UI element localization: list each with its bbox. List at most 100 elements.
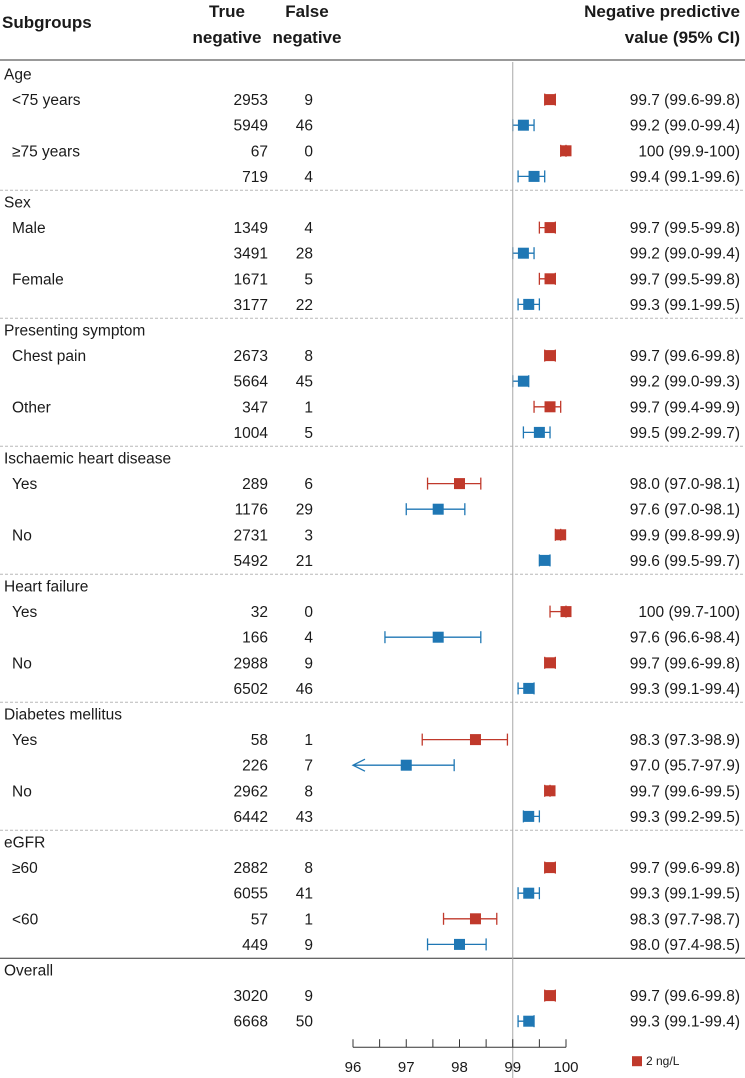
x-tick-label: 96 xyxy=(345,1059,362,1076)
cell-false-negative: 4 xyxy=(304,630,313,647)
cell-npv: 99.7 (99.6-99.8) xyxy=(630,348,740,365)
cell-true-negative: 166 xyxy=(242,630,268,647)
cell-true-negative: 6668 xyxy=(234,1014,268,1031)
header-true-negative-line2: negative xyxy=(193,28,262,47)
cell-true-negative: 1349 xyxy=(234,220,268,237)
cell-npv: 100 (99.9-100) xyxy=(638,143,740,160)
group-title: eGFR xyxy=(4,835,45,852)
cell-true-negative: 5949 xyxy=(234,118,268,135)
cell-npv: 99.3 (99.1-99.4) xyxy=(630,1014,740,1031)
cell-false-negative: 4 xyxy=(304,169,313,186)
cell-true-negative: 2882 xyxy=(234,860,268,877)
header-false-negative-line1: False xyxy=(285,2,328,21)
cell-true-negative: 58 xyxy=(251,732,268,749)
cell-false-negative: 22 xyxy=(296,297,313,314)
cell-false-negative: 8 xyxy=(304,783,313,800)
cell-true-negative: 2953 xyxy=(234,92,268,109)
cell-true-negative: 3491 xyxy=(234,246,268,263)
header-npv-line1: Negative predictive xyxy=(584,2,740,21)
cell-npv: 99.6 (99.5-99.7) xyxy=(630,553,740,570)
cell-false-negative: 1 xyxy=(304,732,313,749)
cell-true-negative: 2731 xyxy=(234,527,268,544)
point-estimate xyxy=(517,119,529,131)
row-label: Yes xyxy=(12,476,38,493)
point-estimate xyxy=(544,990,556,1002)
cell-npv: 100 (99.7-100) xyxy=(638,604,740,621)
row-label: <60 xyxy=(12,911,39,928)
cell-npv: 97.0 (95.7-97.9) xyxy=(630,758,740,775)
cell-false-negative: 41 xyxy=(296,886,313,903)
cell-false-negative: 3 xyxy=(304,527,313,544)
point-estimate xyxy=(469,913,481,925)
header-false-negative-line2: negative xyxy=(273,28,342,47)
cell-true-negative: 347 xyxy=(242,399,268,416)
point-estimate xyxy=(544,657,556,669)
point-estimate xyxy=(544,785,556,797)
cell-true-negative: 2673 xyxy=(234,348,268,365)
cell-false-negative: 9 xyxy=(304,988,313,1005)
cell-true-negative: 1671 xyxy=(234,271,268,288)
cell-npv: 99.7 (99.4-99.9) xyxy=(630,399,740,416)
cell-false-negative: 46 xyxy=(296,118,313,135)
cell-false-negative: 1 xyxy=(304,399,313,416)
cell-false-negative: 0 xyxy=(304,143,313,160)
cell-npv: 99.2 (99.0-99.3) xyxy=(630,374,740,391)
x-tick-label: 100 xyxy=(553,1059,578,1076)
row-label: No xyxy=(12,783,32,800)
cell-true-negative: 32 xyxy=(251,604,268,621)
group-title: Heart failure xyxy=(4,579,88,596)
cell-false-negative: 28 xyxy=(296,246,313,263)
cell-true-negative: 57 xyxy=(251,911,268,928)
cell-npv: 99.3 (99.2-99.5) xyxy=(630,809,740,826)
row-label: ≥75 years xyxy=(12,143,80,160)
cell-npv: 99.7 (99.6-99.8) xyxy=(630,860,740,877)
cell-true-negative: 6055 xyxy=(234,886,268,903)
cell-false-negative: 21 xyxy=(296,553,313,570)
cell-npv: 98.0 (97.0-98.1) xyxy=(630,476,740,493)
cell-npv: 98.3 (97.3-98.9) xyxy=(630,732,740,749)
row-label: Yes xyxy=(12,732,38,749)
cell-true-negative: 2988 xyxy=(234,655,268,672)
point-estimate xyxy=(432,631,444,643)
cell-npv: 99.7 (99.6-99.8) xyxy=(630,988,740,1005)
cell-false-negative: 9 xyxy=(304,92,313,109)
cell-true-negative: 289 xyxy=(242,476,268,493)
cell-true-negative: 3020 xyxy=(234,988,269,1005)
cell-npv: 98.0 (97.4-98.5) xyxy=(630,937,740,954)
point-estimate xyxy=(469,734,481,746)
cell-true-negative: 1004 xyxy=(234,425,269,442)
cell-false-negative: 45 xyxy=(296,374,313,391)
cell-npv: 99.7 (99.6-99.5) xyxy=(630,783,740,800)
cell-true-negative: 6442 xyxy=(234,809,268,826)
cell-false-negative: 0 xyxy=(304,604,313,621)
point-estimate xyxy=(533,426,545,438)
cell-npv: 99.9 (99.8-99.9) xyxy=(630,527,740,544)
group-title: Sex xyxy=(4,195,31,212)
point-estimate xyxy=(544,350,556,362)
row-label: ≥60 xyxy=(12,860,38,877)
point-estimate xyxy=(432,503,444,515)
ci-arrow-left xyxy=(351,758,366,772)
row-label: <75 years xyxy=(12,92,81,109)
point-estimate xyxy=(523,887,535,899)
cell-npv: 99.2 (99.0-99.4) xyxy=(630,118,740,135)
cell-npv: 99.7 (99.5-99.8) xyxy=(630,271,740,288)
row-label: Female xyxy=(12,271,64,288)
cell-npv: 99.3 (99.1-99.5) xyxy=(630,886,740,903)
row-label: No xyxy=(12,527,32,544)
cell-true-negative: 449 xyxy=(242,937,268,954)
point-estimate xyxy=(454,938,465,950)
row-label: Other xyxy=(12,399,51,416)
point-estimate xyxy=(544,862,556,874)
cell-npv: 98.3 (97.7-98.7) xyxy=(630,911,740,928)
cell-false-negative: 7 xyxy=(304,758,313,775)
cell-npv: 99.4 (99.1-99.6) xyxy=(630,169,740,186)
point-estimate xyxy=(544,222,556,234)
point-estimate xyxy=(400,759,412,771)
cell-false-negative: 6 xyxy=(304,476,313,493)
point-estimate xyxy=(517,375,529,387)
point-estimate xyxy=(454,478,465,490)
cell-false-negative: 4 xyxy=(304,220,313,237)
cell-false-negative: 5 xyxy=(304,271,313,288)
